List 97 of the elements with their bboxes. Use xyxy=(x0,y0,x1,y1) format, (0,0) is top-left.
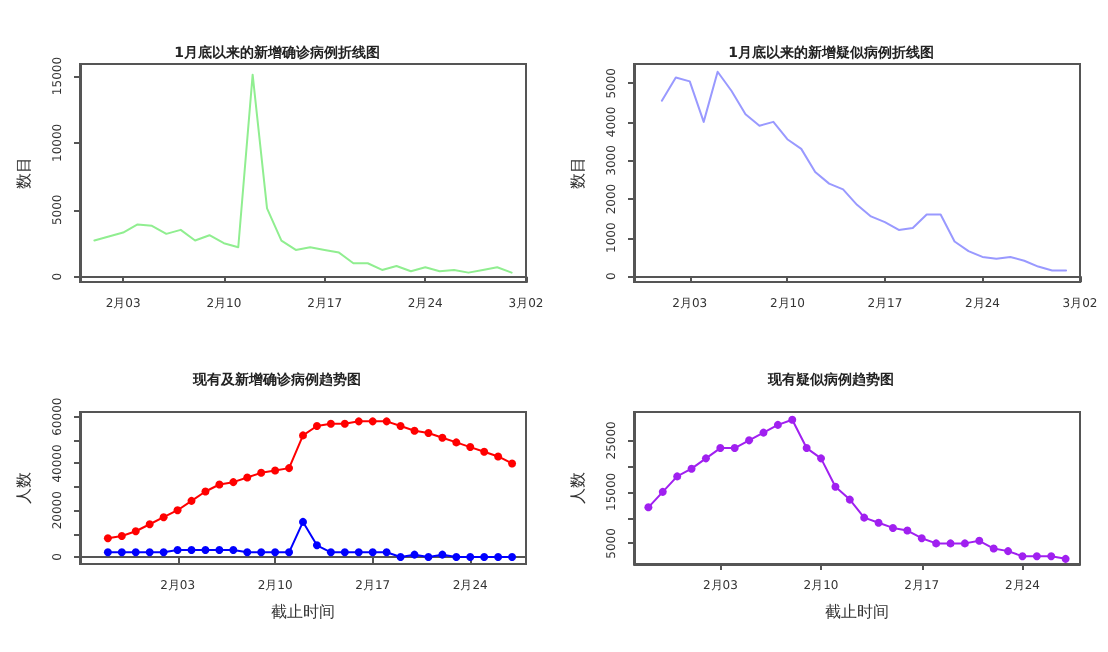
point xyxy=(438,433,447,442)
point xyxy=(410,550,419,559)
point xyxy=(215,480,224,489)
point xyxy=(131,548,140,557)
point xyxy=(424,429,433,438)
point xyxy=(903,526,912,535)
point xyxy=(658,487,667,496)
point xyxy=(494,552,503,561)
point xyxy=(145,520,154,529)
point xyxy=(382,417,391,426)
point xyxy=(173,545,182,554)
line-series xyxy=(93,73,513,274)
point xyxy=(215,545,224,554)
point xyxy=(187,545,196,554)
point xyxy=(243,548,252,557)
point xyxy=(354,417,363,426)
point xyxy=(701,454,710,463)
point xyxy=(874,518,883,527)
point xyxy=(716,444,725,453)
point xyxy=(1061,554,1070,563)
point xyxy=(480,552,489,561)
point xyxy=(989,544,998,553)
point xyxy=(817,454,826,463)
point xyxy=(508,552,517,561)
point xyxy=(845,495,854,504)
point xyxy=(187,496,196,505)
point xyxy=(368,417,377,426)
point xyxy=(326,548,335,557)
point xyxy=(271,466,280,475)
point xyxy=(131,527,140,536)
point xyxy=(1004,547,1013,556)
point xyxy=(438,550,447,559)
point xyxy=(788,415,797,424)
point xyxy=(759,428,768,437)
point xyxy=(368,548,377,557)
point xyxy=(229,545,238,554)
point xyxy=(396,422,405,431)
point xyxy=(466,443,475,452)
point xyxy=(480,447,489,456)
point xyxy=(159,513,168,522)
point xyxy=(299,431,307,440)
y-axis-title: 人数 xyxy=(15,472,33,504)
point xyxy=(860,513,869,522)
point xyxy=(285,548,294,557)
point xyxy=(229,478,238,487)
point xyxy=(410,426,419,435)
point xyxy=(201,487,210,496)
point xyxy=(354,548,363,557)
point xyxy=(257,468,266,477)
point xyxy=(117,548,126,557)
point xyxy=(917,534,926,543)
point xyxy=(932,539,941,548)
point xyxy=(644,503,653,512)
x-axis-title: 截止时间 xyxy=(271,603,335,621)
point xyxy=(888,523,897,532)
point xyxy=(452,438,461,447)
point xyxy=(960,539,969,548)
point xyxy=(382,548,391,557)
point xyxy=(117,531,126,540)
point xyxy=(243,473,252,482)
point xyxy=(975,536,984,545)
point xyxy=(673,472,682,481)
point xyxy=(312,422,321,431)
y-axis-title: 数目 xyxy=(15,157,33,189)
point xyxy=(299,517,307,526)
point xyxy=(326,419,335,428)
point xyxy=(946,539,955,548)
y-axis-title: 人数 xyxy=(569,472,587,504)
point xyxy=(396,552,405,561)
point xyxy=(424,552,433,561)
point xyxy=(1018,552,1027,561)
point xyxy=(494,452,503,461)
point xyxy=(452,552,461,561)
point xyxy=(340,419,349,428)
point xyxy=(103,534,112,543)
point xyxy=(257,548,266,557)
point xyxy=(802,444,811,453)
point xyxy=(745,436,754,445)
point xyxy=(312,541,321,550)
point xyxy=(159,548,168,557)
line-series xyxy=(660,70,1068,272)
point xyxy=(687,464,696,473)
point xyxy=(201,545,210,554)
point xyxy=(831,482,840,491)
point xyxy=(271,548,280,557)
point xyxy=(730,444,739,453)
point xyxy=(145,548,154,557)
point xyxy=(1047,552,1056,561)
point xyxy=(1032,552,1041,561)
point xyxy=(340,548,349,557)
point xyxy=(103,548,112,557)
x-axis-title: 截止时间 xyxy=(825,603,889,621)
y-axis-title: 数目 xyxy=(569,157,587,189)
point xyxy=(773,420,782,429)
point xyxy=(285,464,294,473)
point xyxy=(173,506,182,515)
point xyxy=(508,459,517,468)
